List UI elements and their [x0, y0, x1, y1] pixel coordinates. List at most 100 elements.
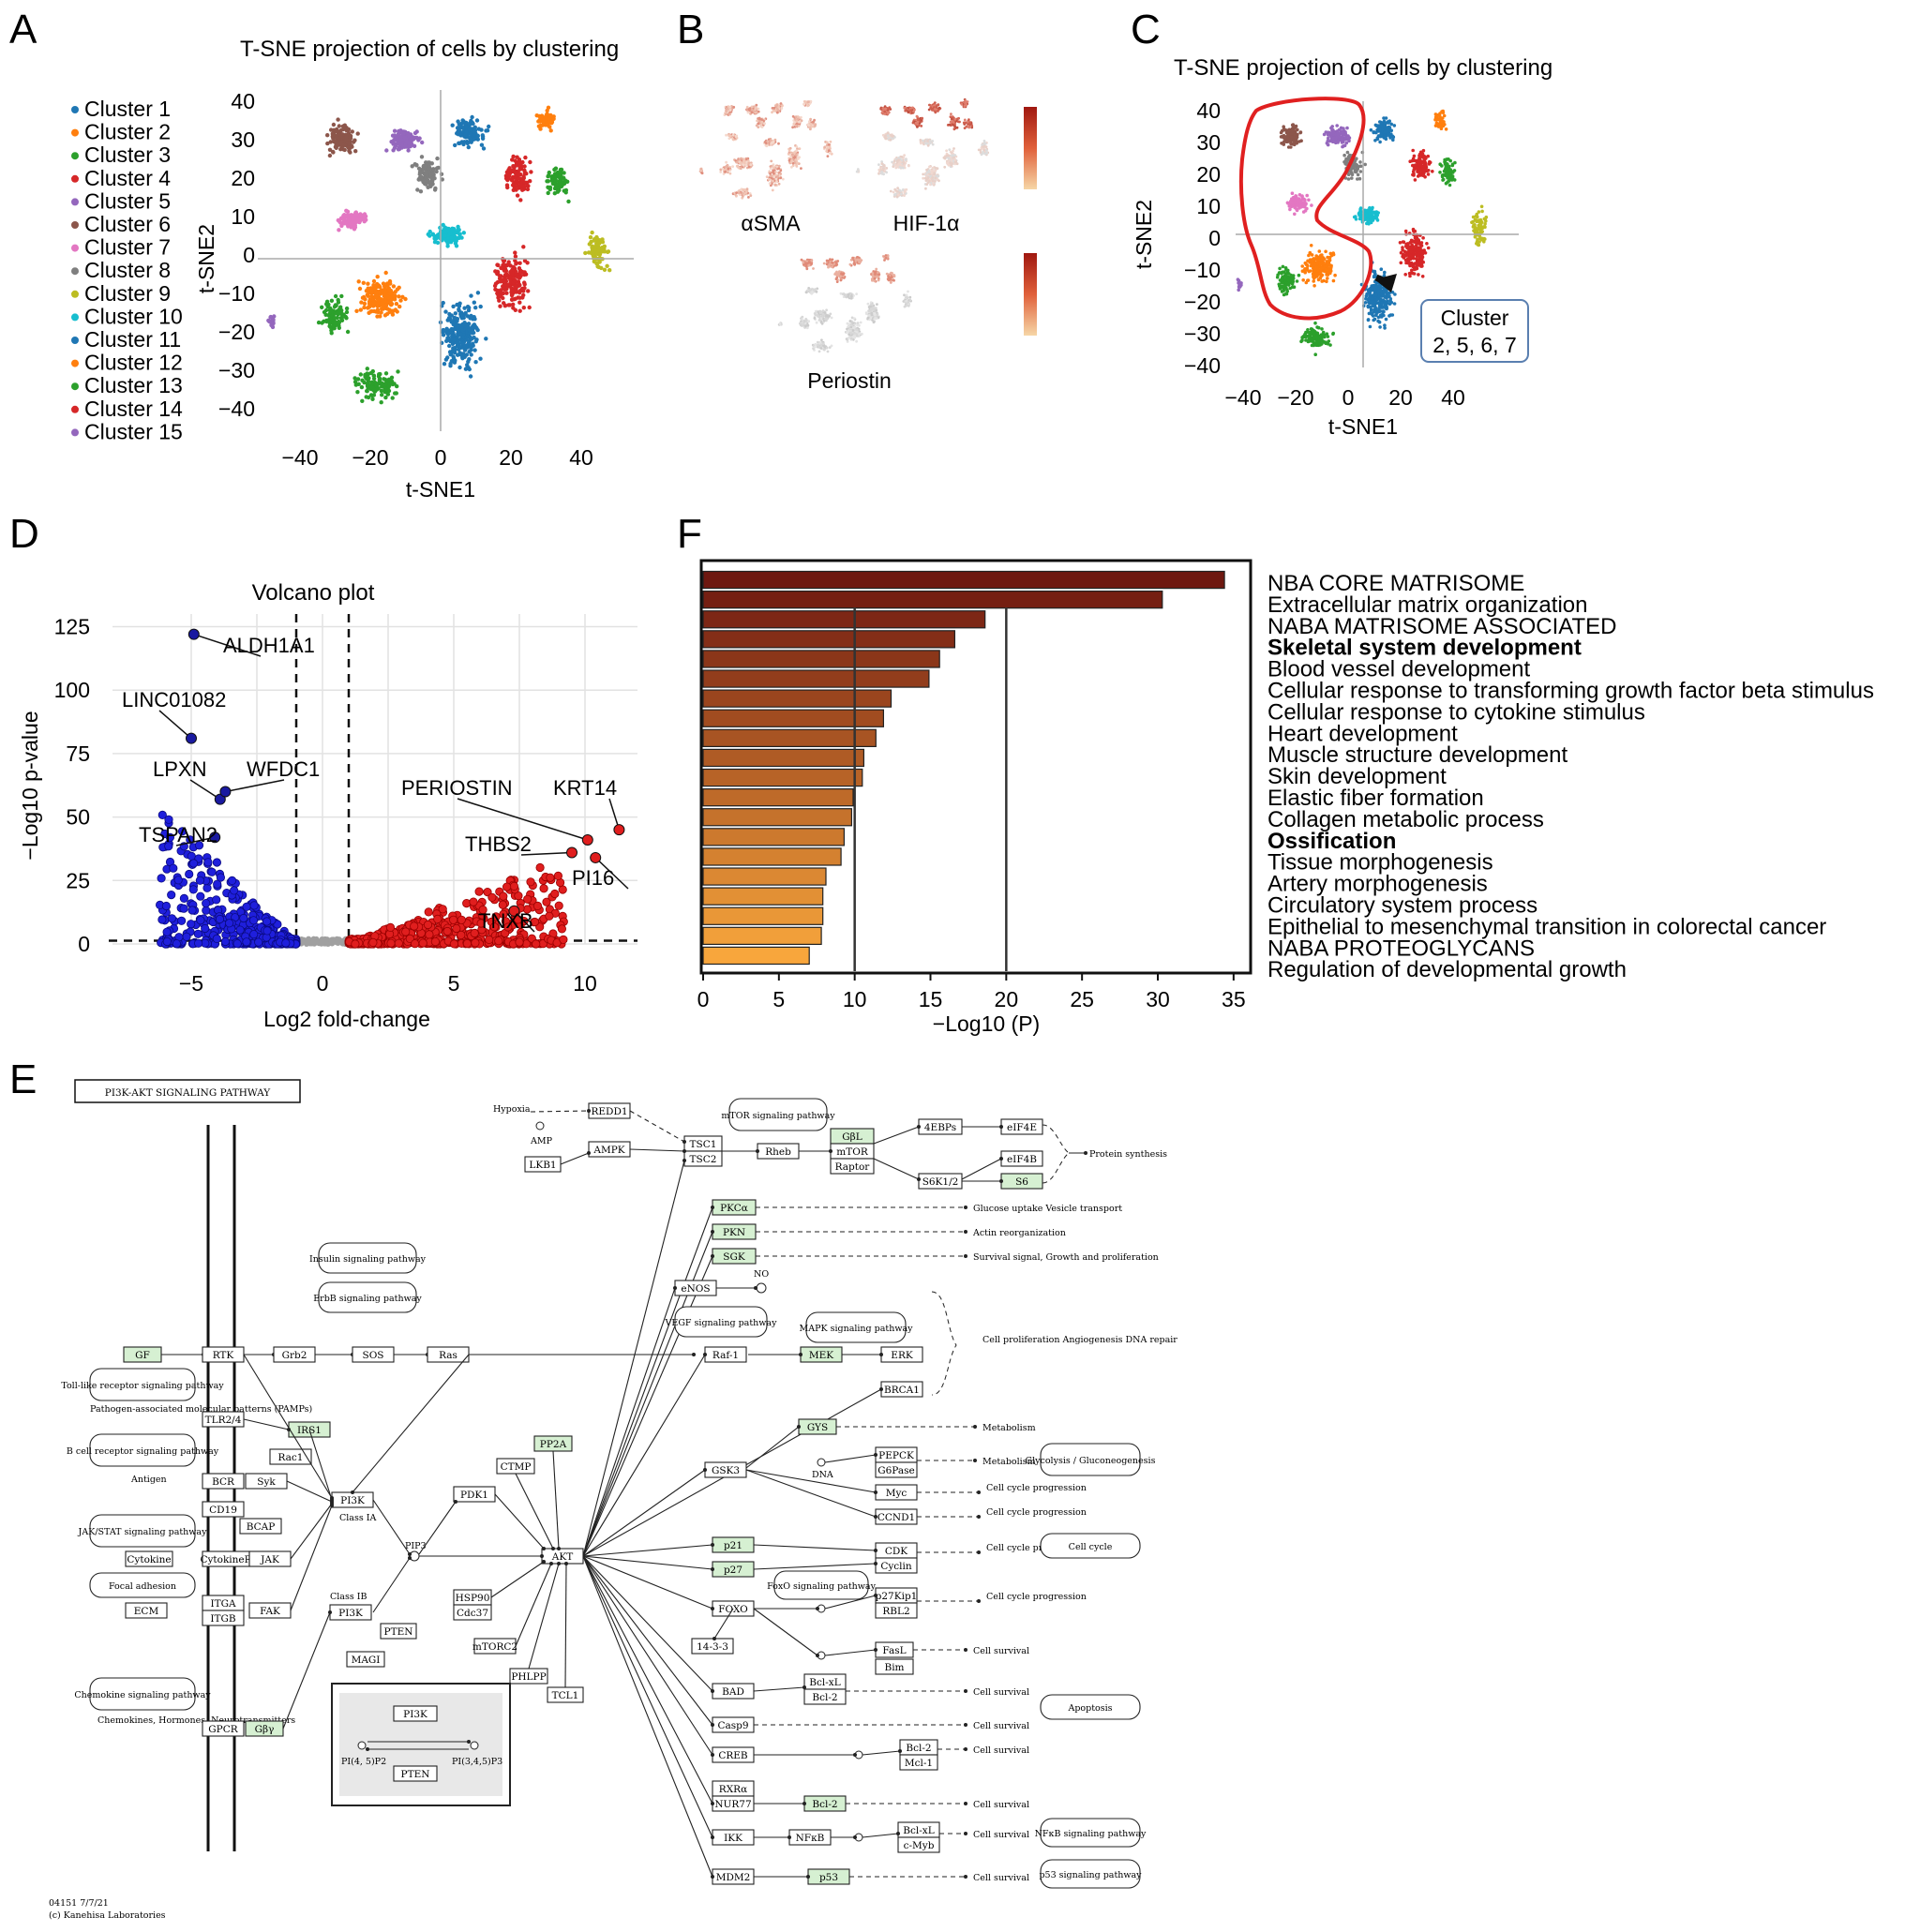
- expression-cell: [877, 271, 879, 274]
- panel-b: B αSMA HIF-1α Periostin: [677, 7, 1037, 393]
- tsne-cell: [468, 316, 472, 321]
- expression-cell: [903, 190, 907, 194]
- expression-cell: [788, 146, 792, 150]
- expression-cell: [796, 117, 800, 121]
- tsne-cell: [342, 221, 348, 226]
- expression-cell: [735, 160, 738, 164]
- expression-cell: [770, 164, 773, 168]
- expression-cell: [922, 139, 924, 142]
- tsne-cell: [536, 119, 541, 124]
- expression-cell: [864, 311, 868, 315]
- tsne-cell: [434, 169, 439, 174]
- expression-cell: [867, 314, 871, 317]
- tsne-cell: [403, 142, 408, 148]
- expression-cell: [836, 273, 840, 277]
- expression-cell: [795, 165, 799, 168]
- expression-cell: [719, 171, 723, 173]
- tsne-cell: [1295, 208, 1299, 213]
- ytick-a: −10: [218, 281, 255, 306]
- legend-label-2: Cluster 2: [84, 120, 171, 144]
- panel-label-a: A: [9, 7, 38, 52]
- tsne-cell: [1346, 155, 1351, 158]
- expression-cell: [870, 311, 874, 315]
- tsne-cell: [371, 393, 377, 397]
- tsne-cell: [397, 294, 401, 299]
- tsne-cell: [522, 259, 528, 263]
- expression-cell: [728, 172, 732, 175]
- tsne-cell: [388, 301, 394, 306]
- expression-cell: [811, 120, 815, 124]
- legend-marker-8: [71, 267, 79, 276]
- tsne-cell: [375, 275, 380, 279]
- expression-cell: [790, 165, 793, 169]
- expression-cell: [900, 192, 903, 196]
- tsne-cell: [344, 135, 349, 140]
- tsne-cell: [464, 337, 469, 342]
- tsne-cell: [419, 155, 425, 159]
- expression-cell: [771, 141, 773, 144]
- tsne-cell: [1303, 198, 1307, 202]
- expression-cell: [728, 112, 731, 116]
- expression-cell: [797, 125, 801, 127]
- xtick-a: −20: [352, 445, 388, 470]
- tsne-cell: [456, 352, 460, 357]
- tsne-cell: [398, 298, 403, 303]
- expression-cell: [830, 316, 833, 320]
- tsne-cell: [435, 240, 441, 246]
- expression-cell: [799, 322, 802, 325]
- tsne-cell: [382, 377, 386, 382]
- tsne-cell: [409, 137, 413, 142]
- tsne-cell: [466, 359, 471, 364]
- expression-cell: [954, 160, 957, 164]
- tsne-cell: [372, 387, 377, 392]
- tsne-cell: [484, 337, 488, 341]
- tsne-cell: [538, 127, 543, 131]
- tsne-cell: [1428, 159, 1432, 164]
- tsne-cell: [1292, 142, 1297, 147]
- expression-cell: [755, 124, 758, 127]
- xtick-a: 20: [499, 445, 523, 470]
- tsne-cell: [407, 133, 412, 138]
- expression-cell: [852, 335, 856, 337]
- expression-cell: [800, 167, 802, 171]
- expression-cell: [798, 120, 802, 124]
- legend-label-15: Cluster 15: [84, 419, 183, 443]
- tsne-cell: [369, 289, 374, 293]
- expression-cell: [725, 110, 728, 112]
- expression-cell: [891, 272, 893, 275]
- tsne-cell: [474, 337, 479, 342]
- tsne-cell: [426, 232, 430, 237]
- tsne-cell: [428, 183, 433, 187]
- tsne-cell: [390, 291, 395, 295]
- expression-cell: [898, 162, 902, 166]
- tsne-cell: [352, 380, 358, 384]
- expression-cell: [767, 178, 771, 181]
- expression-cell: [844, 294, 848, 297]
- tsne-cell: [360, 398, 365, 403]
- legend-label-9: Cluster 9: [84, 281, 171, 306]
- tsne-cell: [460, 335, 465, 339]
- tsne-cell: [458, 124, 464, 129]
- tsne-cell: [458, 365, 462, 370]
- expression-cell: [916, 126, 919, 128]
- expression-cell: [746, 111, 750, 114]
- tsne-cell: [368, 304, 372, 309]
- expression-cell: [953, 154, 957, 157]
- tsne-cell: [376, 309, 381, 315]
- tsne-cell: [338, 147, 343, 152]
- tsne-cell: [518, 167, 522, 172]
- expression-cell: [852, 331, 856, 335]
- expression-cell: [848, 336, 850, 339]
- tsne-cell: [339, 222, 344, 227]
- tsne-cell: [508, 275, 513, 279]
- expression-cell: [916, 118, 920, 121]
- tsne-cell: [555, 189, 561, 194]
- expression-cell: [893, 163, 897, 167]
- expression-cell: [878, 168, 881, 172]
- expression-cell: [806, 123, 810, 127]
- tsne-cell: [420, 140, 425, 145]
- expression-cell: [849, 337, 853, 340]
- expression-cell: [795, 153, 798, 157]
- tsne-cell: [456, 341, 461, 346]
